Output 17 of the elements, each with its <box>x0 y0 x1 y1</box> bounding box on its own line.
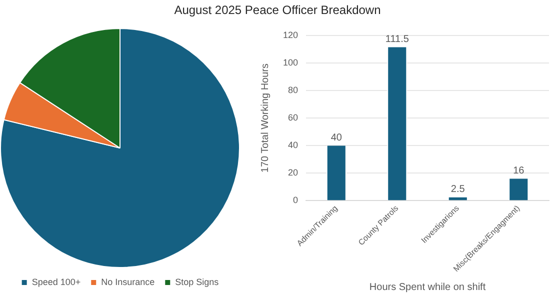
y-tick-label: 60 <box>288 112 298 123</box>
data-label: 40 <box>330 132 342 144</box>
legend-label: Speed 100+ <box>32 276 81 287</box>
y-tick-label: 40 <box>288 140 298 150</box>
y-tick-label: 0 <box>293 195 298 206</box>
y-tick-label: 80 <box>288 84 298 95</box>
data-label: 16 <box>513 165 525 176</box>
y-tick-label: 100 <box>282 57 298 68</box>
y-tick-label: 120 <box>282 30 298 40</box>
text: August 2025 Peace Officer Breakdown <box>173 2 382 19</box>
y-tick-label: 20 <box>288 168 298 178</box>
data-label: 111.5 <box>385 34 410 45</box>
data-label: 2.5 <box>450 184 466 196</box>
y-axis-title: 170 Total Working Hours <box>260 63 271 173</box>
legend-label: No Insurance <box>101 276 155 287</box>
x-axis-title: Hours Spent while on shift <box>369 282 486 293</box>
legend-label: Stop Signs <box>175 276 220 287</box>
